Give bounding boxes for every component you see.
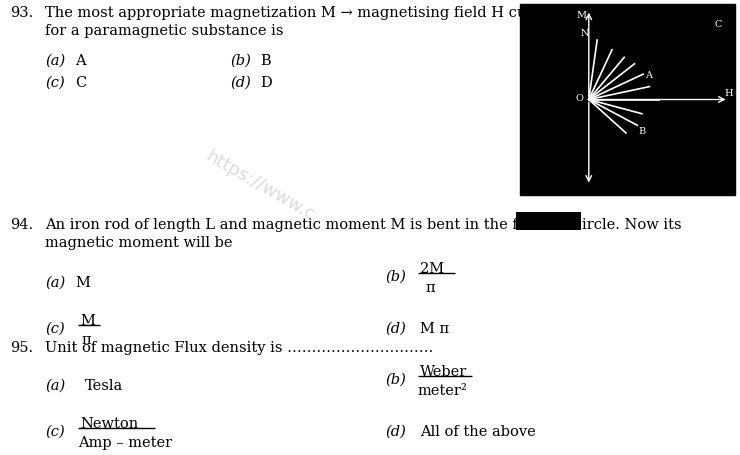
Text: H: H — [724, 88, 733, 97]
Text: 93.: 93. — [10, 6, 33, 20]
Bar — [520, 5, 735, 196]
Text: (d): (d) — [230, 76, 251, 90]
Text: Tesla: Tesla — [85, 378, 124, 392]
Text: Weber: Weber — [420, 364, 467, 378]
Text: (a): (a) — [45, 54, 65, 68]
Text: 95.: 95. — [10, 340, 33, 354]
Text: 2M: 2M — [420, 262, 444, 275]
Text: All of the above: All of the above — [420, 424, 536, 438]
Text: C: C — [75, 76, 87, 90]
Text: N: N — [581, 29, 589, 37]
Text: (a): (a) — [45, 275, 65, 289]
Text: ircle. Now its: ircle. Now its — [582, 217, 682, 232]
Text: Amp – meter: Amp – meter — [78, 435, 172, 449]
Text: (d): (d) — [385, 424, 406, 438]
Text: https://www.c: https://www.c — [202, 147, 317, 224]
Text: Newton: Newton — [80, 416, 138, 430]
Text: A: A — [75, 54, 86, 68]
Text: meter²: meter² — [418, 383, 468, 397]
Text: (c): (c) — [45, 424, 65, 438]
Text: Unit of magnetic Flux density is …………………………: Unit of magnetic Flux density is …………………… — [45, 340, 434, 354]
Text: (b): (b) — [230, 54, 251, 68]
Text: π: π — [425, 280, 434, 294]
Text: 94.: 94. — [10, 217, 33, 232]
Text: (c): (c) — [45, 76, 65, 90]
Text: B: B — [260, 54, 271, 68]
Text: (c): (c) — [45, 321, 65, 335]
Text: (b): (b) — [385, 372, 406, 386]
Text: (d): (d) — [385, 321, 406, 335]
Text: π: π — [82, 332, 92, 346]
Text: O: O — [576, 94, 584, 103]
Text: for a paramagnetic substance is: for a paramagnetic substance is — [45, 24, 283, 38]
Text: An iron rod of length L and magnetic moment M is bent in the form o: An iron rod of length L and magnetic mom… — [45, 217, 561, 232]
Text: M: M — [576, 11, 587, 20]
Text: M π: M π — [420, 321, 449, 335]
Text: magnetic moment will be: magnetic moment will be — [45, 236, 232, 249]
Text: (a): (a) — [45, 378, 65, 392]
Text: M: M — [80, 313, 95, 327]
Text: The most appropriate magnetization M → magnetising field H curve: The most appropriate magnetization M → m… — [45, 6, 551, 20]
Text: C: C — [714, 20, 722, 29]
Bar — [516, 212, 581, 231]
Text: (b): (b) — [385, 269, 406, 283]
Text: A: A — [645, 71, 652, 80]
Text: D: D — [260, 76, 272, 90]
Text: M: M — [75, 275, 90, 289]
Text: B: B — [639, 126, 646, 136]
